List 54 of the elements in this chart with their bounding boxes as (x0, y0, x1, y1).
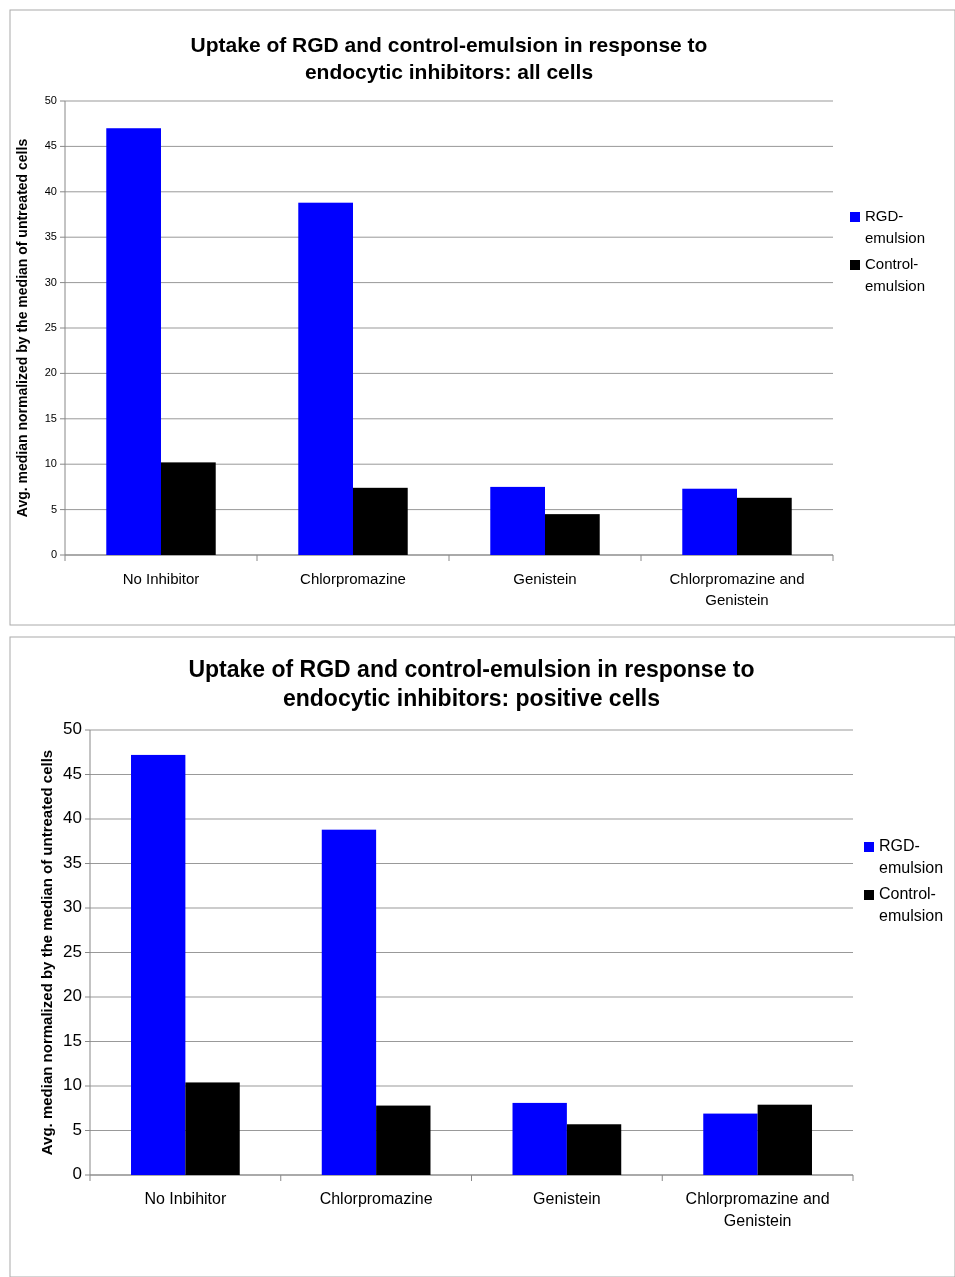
bar (131, 754, 186, 1175)
y-tick-label: 30 (44, 275, 57, 288)
y-tick-label: 20 (44, 366, 57, 379)
y-tick-label: 45 (44, 139, 57, 152)
bar (490, 486, 545, 555)
x-tick-label: Chlorpromazine and Genistein (669, 570, 805, 608)
y-tick-label: 25 (63, 941, 82, 961)
y-tick-label: 0 (72, 1164, 82, 1184)
legend-label: RGD-emulsion (879, 837, 944, 877)
y-tick-label: 20 (63, 986, 82, 1006)
x-tick-label: No Inbihitor (144, 1190, 227, 1207)
y-tick-label: 5 (72, 1119, 82, 1139)
bar (682, 488, 737, 555)
x-tick-label: Chlorpromazine (300, 570, 406, 587)
legend-label: Control-emulsion (865, 254, 926, 294)
y-tick-label: 10 (63, 1075, 82, 1095)
bar (545, 514, 600, 555)
y-tick-label: 50 (44, 93, 57, 106)
y-tick-label: 50 (63, 719, 82, 739)
y-tick-label: 15 (44, 411, 57, 424)
bar (376, 1105, 431, 1175)
y-tick-label: 45 (63, 763, 82, 783)
bar (737, 497, 792, 555)
y-tick-label: 0 (50, 547, 57, 560)
y-tick-label: 35 (63, 852, 82, 872)
bar (106, 128, 161, 555)
bar (161, 462, 216, 555)
bar (321, 829, 377, 1175)
x-tick-label: Genistein (513, 570, 577, 587)
y-tick-label: 35 (44, 230, 57, 243)
bar (703, 1113, 758, 1175)
y-tick-label: 5 (50, 502, 57, 515)
y-tick-label: 15 (63, 1030, 82, 1050)
y-tick-label: 30 (63, 897, 82, 917)
chart-title: Uptake of RGD and control-emulsion in response to endocytic inhibitors: all cells (190, 32, 708, 83)
y-tick-label: 10 (44, 457, 57, 470)
x-tick-label: Genistein (533, 1190, 601, 1207)
x-tick-label: No Inhibitor (122, 570, 200, 587)
y-tick-label: 40 (63, 808, 82, 828)
bar (512, 1102, 567, 1175)
x-tick-label: Chlorpromazine (319, 1190, 433, 1207)
y-axis-title: Avg. median normalized by the median of untreated cells (14, 138, 30, 518)
bar (566, 1124, 622, 1175)
y-axis-title: Avg. median normalized by the median of untreated cells (38, 749, 55, 1156)
chart-title: Uptake of RGD and control-emulsion in response to endocytic inhibitors: positive cells (188, 656, 755, 712)
bar (298, 202, 353, 555)
bar (757, 1104, 812, 1175)
y-tick-label: 25 (44, 320, 57, 333)
x-tick-label: Chlorpromazine and Genistein (685, 1190, 830, 1230)
legend-label: RGD-emulsion (865, 206, 926, 246)
bar (185, 1082, 240, 1175)
y-tick-label: 40 (44, 184, 57, 197)
legend-label: Control-emulsion (879, 885, 944, 925)
bar (353, 487, 408, 555)
